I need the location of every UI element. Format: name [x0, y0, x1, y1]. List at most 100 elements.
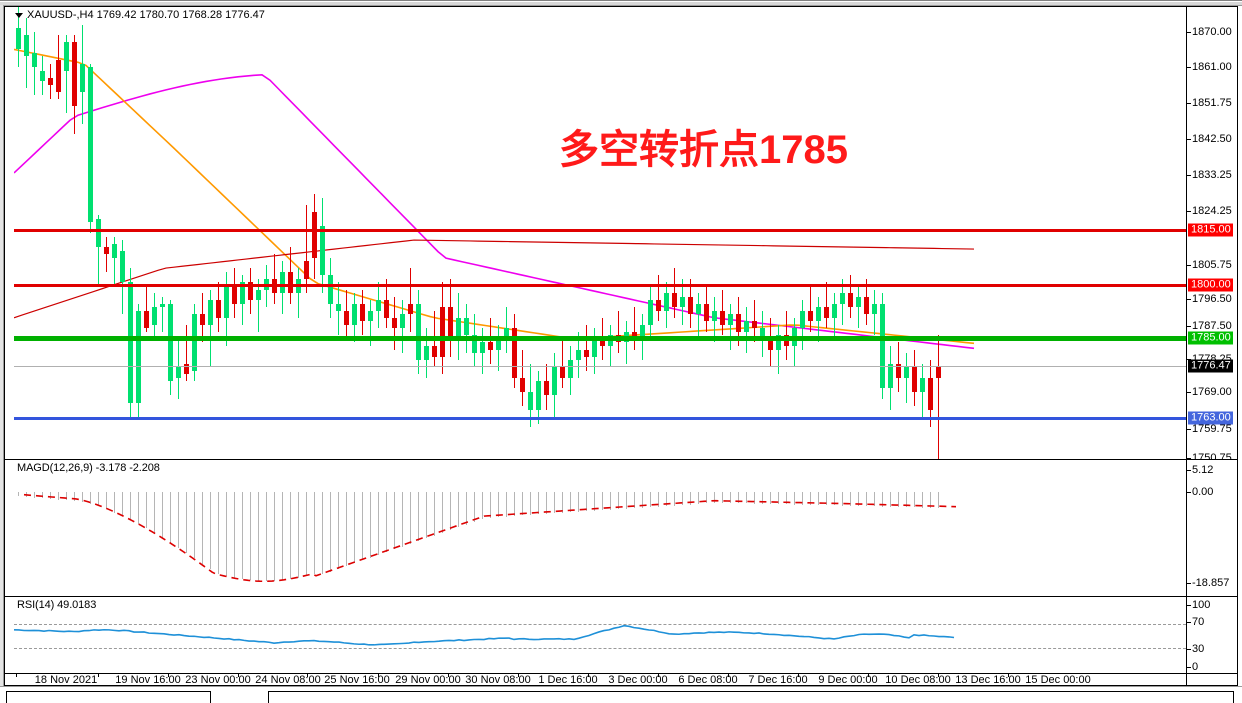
- candle-body: [56, 59, 61, 92]
- macd-histogram-bar: [82, 492, 83, 502]
- candle-wick: [858, 285, 859, 329]
- macd-histogram-bar: [498, 492, 499, 518]
- macd-tick-label: 5.12: [1192, 464, 1214, 476]
- time-tick-mark: [448, 674, 449, 677]
- time-tick-mark: [588, 674, 589, 677]
- rsi-band-70: [14, 623, 1186, 625]
- tab-stub-right[interactable]: [268, 691, 1234, 703]
- price-axis[interactable]: 1870.00 1861.00 1851.75 1842.50 1833.25 1824.…: [1186, 7, 1237, 459]
- candle-body: [128, 282, 133, 403]
- candle-body: [888, 363, 893, 389]
- rsi-plot-area[interactable]: [14, 597, 1186, 673]
- chart-annotation-text[interactable]: 多空转折点1785: [559, 128, 848, 172]
- price-level-line-1776.47[interactable]: [14, 366, 1186, 367]
- candle-body: [904, 367, 909, 378]
- candle-body: [72, 42, 77, 106]
- price-level-line-1785.00[interactable]: [14, 336, 1186, 341]
- macd-histogram-bar: [746, 492, 747, 504]
- price-level-tag-red[interactable]: 1800.00: [1188, 278, 1233, 292]
- candle-body: [480, 342, 485, 354]
- axis-tickmark: [1187, 429, 1191, 430]
- macd-histogram-bar: [426, 492, 427, 539]
- candle-body: [544, 381, 549, 396]
- macd-histogram-bar: [298, 492, 299, 578]
- bottom-bar[interactable]: [0, 686, 1242, 703]
- price-level-line-1763.00[interactable]: [14, 417, 1186, 420]
- macd-histogram-bar: [194, 492, 195, 559]
- time-tick-label: 10 Dec 08:00: [885, 674, 951, 685]
- macd-histogram-bar: [730, 492, 731, 504]
- price-tick-label: 1824.25: [1192, 205, 1232, 217]
- price-level-tag-red[interactable]: 1815.00: [1188, 223, 1233, 237]
- price-level-line-1815.00[interactable]: [14, 229, 1186, 232]
- rsi-tick-label: 0: [1192, 661, 1199, 673]
- macd-histogram-bar: [170, 492, 171, 543]
- price-level-tag-black[interactable]: 1776.47: [1188, 359, 1233, 373]
- candle-body: [440, 307, 445, 357]
- rsi-tick-label: 100: [1192, 599, 1211, 611]
- candle-body: [536, 381, 541, 410]
- tab-stub-left[interactable]: [6, 691, 211, 703]
- price-tick-label: 1759.75: [1192, 423, 1232, 435]
- candle-body: [832, 303, 837, 318]
- macd-histogram-bar: [842, 492, 843, 506]
- candle-body: [712, 310, 717, 322]
- macd-histogram-bar: [690, 492, 691, 505]
- macd-histogram-bar: [634, 492, 635, 509]
- macd-histogram-bar: [338, 492, 339, 569]
- time-tick-label: 9 Dec 00:00: [818, 674, 878, 685]
- chevron-down-icon[interactable]: [15, 12, 23, 18]
- candle-wick: [410, 268, 411, 332]
- axis-tickmark: [1187, 492, 1191, 493]
- candle-body: [200, 314, 205, 325]
- candle-body: [928, 377, 933, 410]
- macd-pane[interactable]: MAGD(12,26,9) -3.178 -2.208 5.12 0.00 -18.…: [5, 459, 1237, 596]
- price-level-tag-green[interactable]: 1785.00: [1188, 331, 1233, 345]
- candle-body: [936, 367, 941, 378]
- price-level-line-1800.00[interactable]: [14, 284, 1186, 287]
- candle-body: [288, 271, 293, 294]
- candle-wick: [610, 324, 611, 368]
- time-tick-label: 7 Dec 16:00: [748, 674, 808, 685]
- price-level-tag-blue[interactable]: 1763.00: [1188, 411, 1233, 425]
- price-plot-area[interactable]: 多空转折点1785: [14, 7, 1186, 459]
- candle-body: [336, 303, 341, 311]
- macd-histogram-bar: [282, 492, 283, 581]
- candle-body: [744, 321, 749, 332]
- candle-wick: [306, 204, 307, 294]
- candle-body: [664, 293, 669, 311]
- axis-tickmark: [1187, 175, 1191, 176]
- symbol-header[interactable]: XAUUSD-,H4 1769.42 1780.70 1768.28 1776.…: [15, 9, 265, 21]
- rsi-tick-label: 30: [1192, 643, 1205, 655]
- rsi-pane[interactable]: RSI(14) 49.0183 100 70 30 0: [5, 596, 1237, 673]
- candle-body: [432, 346, 437, 357]
- candle-wick: [938, 335, 939, 459]
- macd-histogram-bar: [658, 492, 659, 507]
- macd-histogram-bar: [754, 492, 755, 504]
- macd-histogram-bar: [642, 492, 643, 508]
- price-pane[interactable]: XAUUSD-,H4 1769.42 1780.70 1768.28 1776.…: [5, 7, 1237, 459]
- time-axis[interactable]: 18 Nov 2021 19 Nov 16:00 23 Nov 00:00 24 No…: [5, 673, 1237, 685]
- window-top-frame: [0, 0, 1242, 6]
- macd-histogram-bar: [674, 492, 675, 506]
- candle-body: [856, 296, 861, 308]
- macd-histogram-bar: [562, 492, 563, 513]
- candle-body: [640, 324, 645, 339]
- macd-histogram-bar: [306, 492, 307, 576]
- macd-histogram-bar: [410, 492, 411, 544]
- macd-histogram-bar: [594, 492, 595, 511]
- macd-histogram-bar: [474, 492, 475, 522]
- axis-tickmark: [1187, 622, 1191, 623]
- macd-histogram-bar: [858, 492, 859, 506]
- candle-body: [632, 331, 637, 339]
- candle-body: [328, 275, 333, 304]
- macd-histogram-bar: [362, 492, 363, 561]
- candle-body: [152, 307, 157, 325]
- macd-histogram-bar: [242, 492, 243, 579]
- macd-histogram-bar: [882, 492, 883, 507]
- macd-histogram-bar: [442, 492, 443, 533]
- macd-histogram-bar: [450, 492, 451, 531]
- macd-plot-area[interactable]: [14, 460, 1186, 596]
- macd-histogram-bar: [874, 492, 875, 507]
